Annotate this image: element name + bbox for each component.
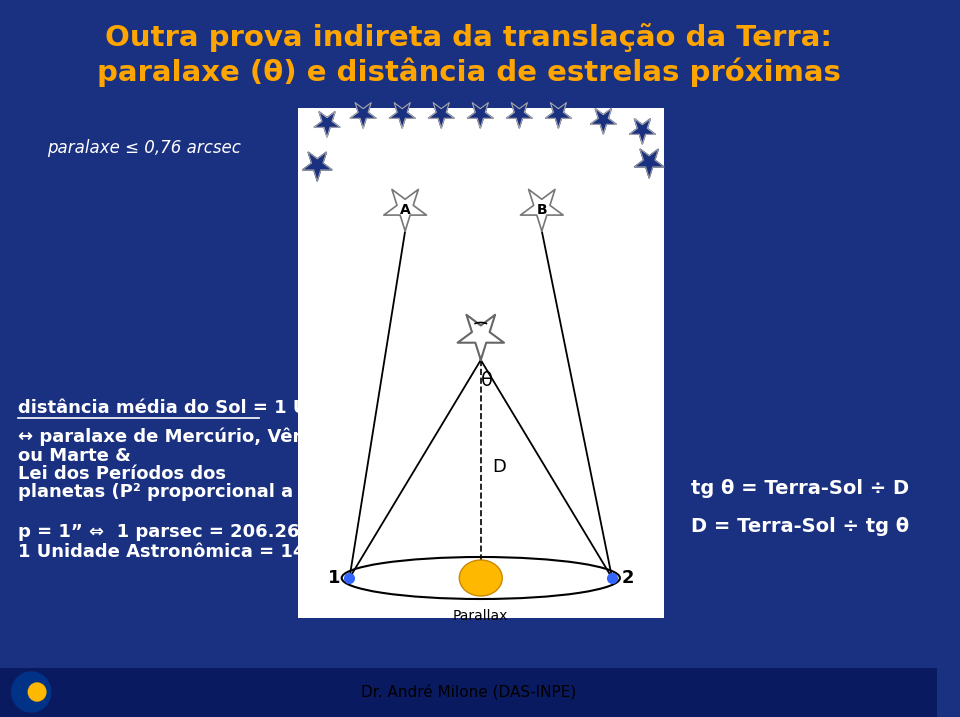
Polygon shape (389, 103, 416, 128)
Circle shape (12, 672, 51, 712)
Polygon shape (350, 103, 376, 128)
Text: ↔ paralaxe de Mercúrio, Vênus: ↔ paralaxe de Mercúrio, Vênus (17, 428, 328, 446)
Polygon shape (314, 112, 340, 137)
Polygon shape (520, 189, 564, 231)
Polygon shape (302, 152, 332, 181)
Text: tg θ = Terra-Sol ÷ D: tg θ = Terra-Sol ÷ D (691, 478, 909, 498)
Polygon shape (635, 149, 664, 178)
Text: Dr. André Milone (DAS-INPE): Dr. André Milone (DAS-INPE) (361, 684, 576, 700)
Text: 2: 2 (621, 569, 634, 587)
Bar (0, 668, 937, 717)
Text: D: D (492, 457, 506, 475)
Text: planetas (P² proporcional a d³): planetas (P² proporcional a d³) (17, 483, 327, 501)
Text: 1: 1 (327, 569, 340, 587)
Text: θ: θ (481, 371, 492, 389)
Polygon shape (428, 103, 454, 128)
Bar (0, 668, 937, 717)
Text: paralaxe (θ) e distância de estrelas próximas: paralaxe (θ) e distância de estrelas pró… (97, 57, 841, 87)
Text: D = Terra-Sol ÷ tg θ: D = Terra-Sol ÷ tg θ (691, 516, 909, 536)
Text: Lei dos Períodos dos: Lei dos Períodos dos (17, 465, 226, 483)
Ellipse shape (459, 560, 502, 596)
Polygon shape (384, 189, 426, 231)
Text: 1 Unidade Astronômica = 149.597.870 km: 1 Unidade Astronômica = 149.597.870 km (17, 543, 444, 561)
Text: paralaxe ≤ 0,76 arcsec: paralaxe ≤ 0,76 arcsec (47, 139, 241, 157)
Text: distância média do Sol = 1 UA: distância média do Sol = 1 UA (17, 399, 321, 417)
Text: Outra prova indireta da translação da Terra:: Outra prova indireta da translação da Te… (105, 24, 832, 52)
Polygon shape (458, 315, 504, 360)
Text: p = 1” ⇔  1 parsec = 206.265 UA: p = 1” ⇔ 1 parsec = 206.265 UA (17, 523, 346, 541)
Circle shape (28, 683, 46, 701)
Polygon shape (545, 103, 571, 128)
Text: A: A (399, 203, 411, 217)
Polygon shape (630, 119, 656, 144)
Text: Parallax: Parallax (453, 609, 509, 623)
Polygon shape (468, 103, 493, 128)
Text: ou Marte &: ou Marte & (17, 447, 131, 465)
Polygon shape (506, 103, 533, 128)
Bar (298, 108, 663, 618)
Text: B: B (537, 203, 547, 217)
Polygon shape (590, 109, 616, 134)
